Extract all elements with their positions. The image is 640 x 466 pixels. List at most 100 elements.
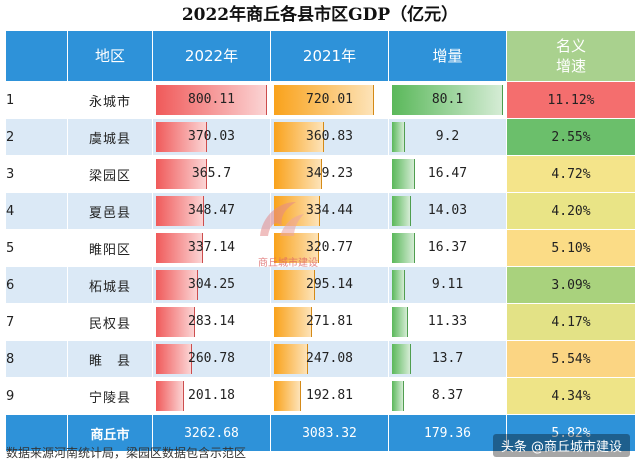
total-2021: 3083.32	[270, 414, 389, 452]
row-growth: 5.54%	[506, 340, 636, 378]
row-y2021-value: 360.83	[306, 129, 353, 144]
row-growth: 4.34%	[506, 377, 636, 415]
row-region: 睢 县	[67, 340, 153, 378]
row-increase-bar	[392, 233, 415, 263]
row-y2022-bar	[156, 122, 208, 152]
row-growth: 4.17%	[506, 303, 636, 341]
row-rank: 3	[5, 155, 68, 193]
row-increase-value: 16.47	[427, 166, 468, 181]
row-y2021-cell: 247.08	[270, 340, 389, 378]
row-y2021-bar	[274, 381, 301, 411]
row-y2022-value: 337.14	[188, 240, 235, 255]
header-growth-line2: 增速	[555, 57, 586, 75]
row-y2022-cell: 348.47	[152, 192, 271, 230]
watermark-logo	[260, 202, 304, 236]
row-y2022-bar	[156, 159, 207, 189]
row-y2021-cell: 349.23	[270, 155, 389, 193]
total-increase: 179.36	[388, 414, 507, 452]
header-increase: 增量	[388, 30, 507, 82]
row-increase-cell: 14.03	[388, 192, 507, 230]
total-2022: 3262.68	[152, 414, 271, 452]
table-row: 9 宁陵县 201.18 192.81 8.37 4.34%	[5, 377, 636, 415]
row-increase-bar	[392, 381, 404, 411]
row-region: 睢阳区	[67, 229, 153, 267]
row-y2021-value: 334.44	[306, 203, 353, 218]
row-region: 梁园区	[67, 155, 153, 193]
header-region: 地区	[67, 30, 153, 82]
brand-badge: 头条 @商丘城市建设	[492, 434, 630, 457]
row-increase-cell: 9.11	[388, 266, 507, 304]
header-2022: 2022年	[152, 30, 271, 82]
row-y2022-bar	[156, 344, 193, 374]
row-y2021-bar	[274, 159, 323, 189]
row-rank: 9	[5, 377, 68, 415]
row-growth: 3.09%	[506, 266, 636, 304]
row-y2022-cell: 283.14	[152, 303, 271, 341]
row-increase-bar	[392, 159, 415, 189]
row-y2022-value: 201.18	[188, 388, 235, 403]
row-growth: 4.20%	[506, 192, 636, 230]
row-increase-value: 9.11	[431, 277, 464, 292]
row-increase-cell: 11.33	[388, 303, 507, 341]
header-growth-line1: 名义	[555, 37, 586, 55]
row-rank: 7	[5, 303, 68, 341]
row-y2021-bar	[274, 122, 325, 152]
header-growth: 名义 增速	[506, 30, 636, 82]
row-y2021-value: 349.23	[306, 166, 353, 181]
row-increase-cell: 16.47	[388, 155, 507, 193]
source-note: 数据来源河南统计局，梁园区数据包含示范区	[6, 446, 247, 460]
row-increase-cell: 8.37	[388, 377, 507, 415]
row-y2021-value: 247.08	[306, 351, 353, 366]
row-y2022-value: 260.78	[188, 351, 235, 366]
table-row: 7 民权县 283.14 271.81 11.33 4.17%	[5, 303, 636, 341]
row-y2021-bar	[274, 270, 315, 300]
row-y2021-value: 192.81	[306, 388, 353, 403]
row-growth: 11.12%	[506, 81, 636, 119]
row-y2022-bar	[156, 307, 196, 337]
row-y2022-bar	[156, 233, 203, 263]
row-y2022-bar	[156, 381, 184, 411]
row-y2022-value: 800.11	[188, 92, 235, 107]
row-increase-cell: 16.37	[388, 229, 507, 267]
table-row: 5 睢阳区 337.14 320.77 16.37 5.10%	[5, 229, 636, 267]
row-increase-value: 16.37	[427, 240, 468, 255]
row-rank: 8	[5, 340, 68, 378]
row-increase-bar	[392, 85, 503, 115]
row-y2021-bar	[274, 344, 309, 374]
row-y2021-cell: 360.83	[270, 118, 389, 156]
table-row: 1 永城市 800.11 720.01 80.1 11.12%	[5, 81, 636, 119]
table-row: 4 夏邑县 348.47 334.44 14.03 4.20%	[5, 192, 636, 230]
row-increase-bar	[392, 122, 405, 152]
row-rank: 4	[5, 192, 68, 230]
row-rank: 6	[5, 266, 68, 304]
row-y2022-cell: 337.14	[152, 229, 271, 267]
total-growth: 5.82%	[506, 414, 636, 452]
row-region: 民权县	[67, 303, 153, 341]
row-y2021-value: 295.14	[306, 277, 353, 292]
header-2021: 2021年	[270, 30, 389, 82]
row-rank: 5	[5, 229, 68, 267]
row-y2021-value: 720.01	[306, 92, 353, 107]
row-y2022-cell: 304.25	[152, 266, 271, 304]
row-y2022-value: 283.14	[188, 314, 235, 329]
row-increase-value: 8.37	[431, 388, 464, 403]
table-title: 2022年商丘各县市区GDP（亿元）	[181, 5, 459, 25]
row-increase-value: 9.2	[435, 129, 460, 144]
row-y2022-value: 365.7	[191, 166, 232, 181]
gdp-table: 地区 2022年 2021年 增量 名义 增速 1 永城市 800.11 720.01…	[5, 30, 636, 452]
table-row: 6 柘城县 304.25 295.14 9.11 3.09%	[5, 266, 636, 304]
total-rank	[5, 414, 68, 452]
row-increase-value: 80.1	[431, 92, 464, 107]
row-y2022-value: 304.25	[188, 277, 235, 292]
row-y2022-bar	[156, 196, 205, 226]
row-increase-cell: 9.2	[388, 118, 507, 156]
row-increase-bar	[392, 270, 405, 300]
row-region: 永城市	[67, 81, 153, 119]
row-y2021-cell: 720.01	[270, 81, 389, 119]
row-region: 虞城县	[67, 118, 153, 156]
row-y2022-cell: 370.03	[152, 118, 271, 156]
header-rank	[5, 30, 68, 82]
row-increase-value: 13.7	[431, 351, 464, 366]
row-y2021-bar	[274, 85, 374, 115]
row-rank: 2	[5, 118, 68, 156]
